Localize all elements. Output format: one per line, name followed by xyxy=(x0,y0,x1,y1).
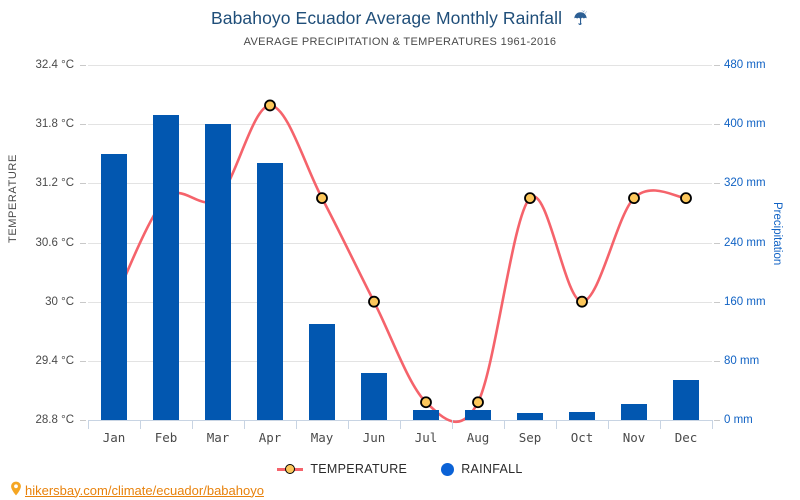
right-axis-title: Precipitation xyxy=(771,202,783,266)
left-axis-tick xyxy=(80,420,86,421)
x-axis-label: Aug xyxy=(466,430,490,445)
rainfall-bar[interactable] xyxy=(361,373,387,420)
left-axis-tick-label: 31.2 °C xyxy=(35,177,74,189)
legend-label-temperature: TEMPERATURE xyxy=(310,462,408,476)
right-axis-tick xyxy=(714,243,720,244)
rainfall-bar[interactable] xyxy=(465,410,491,420)
umbrella-rain-icon xyxy=(572,10,589,32)
left-axis-tick-label: 30.6 °C xyxy=(35,237,74,249)
gridline xyxy=(88,361,712,362)
rainfall-bar[interactable] xyxy=(621,404,647,420)
page-title: Babahoyo Ecuador Average Monthly Rainfal… xyxy=(0,8,800,32)
map-pin-icon xyxy=(10,481,22,499)
plot-area xyxy=(88,65,712,421)
left-axis-tick xyxy=(80,65,86,66)
x-axis-tick xyxy=(504,420,505,429)
rainfall-bar[interactable] xyxy=(413,410,439,420)
left-axis-tick-label: 32.4 °C xyxy=(35,59,74,71)
right-axis-tick-label: 480 mm xyxy=(724,59,766,71)
x-axis-label: Feb xyxy=(154,430,178,445)
x-axis-label: Sep xyxy=(518,430,542,445)
right-axis-tick-label: 400 mm xyxy=(724,118,766,130)
x-axis-label: Jul xyxy=(414,430,438,445)
rainfall-bar[interactable] xyxy=(101,154,127,420)
x-axis-tick xyxy=(244,420,245,429)
chart-legend: TEMPERATURE RAINFALL xyxy=(0,462,800,476)
x-axis-tick xyxy=(348,420,349,429)
left-axis-title: TEMPERATURE xyxy=(7,154,19,243)
right-axis-tick xyxy=(714,183,720,184)
left-axis-tick-label: 31.8 °C xyxy=(35,118,74,130)
x-axis-tick xyxy=(296,420,297,429)
right-axis-tick-label: 80 mm xyxy=(724,355,760,367)
x-axis-tick xyxy=(400,420,401,429)
x-axis-tick xyxy=(88,420,89,429)
left-axis-tick-label: 29.4 °C xyxy=(35,355,74,367)
x-axis-tick xyxy=(660,420,661,429)
rainfall-bar[interactable] xyxy=(309,324,335,420)
x-axis-tick xyxy=(140,420,141,429)
rainfall-bar[interactable] xyxy=(205,124,231,420)
left-axis-tick xyxy=(80,124,86,125)
x-axis-tick xyxy=(608,420,609,429)
right-axis-tick xyxy=(714,302,720,303)
x-axis-label: Apr xyxy=(258,430,282,445)
x-axis-label: Oct xyxy=(570,430,594,445)
chart-subtitle: AVERAGE PRECIPITATION & TEMPERATURES 196… xyxy=(243,36,557,48)
gridline xyxy=(88,183,712,184)
rainfall-bar[interactable] xyxy=(517,413,543,420)
rainfall-marker-icon xyxy=(441,462,455,476)
x-axis-label: Dec xyxy=(674,430,698,445)
gridline xyxy=(88,124,712,125)
source-url-text: hikersbay.com/climate/ecuador/babahoyo xyxy=(25,482,264,498)
rainfall-bar[interactable] xyxy=(673,380,699,420)
left-axis-tick xyxy=(80,302,86,303)
left-axis-tick-label: 28.8 °C xyxy=(35,414,74,426)
right-axis-tick-label: 0 mm xyxy=(724,414,753,426)
left-axis-tick-label: 30 °C xyxy=(45,296,74,308)
legend-item-rainfall[interactable]: RAINFALL xyxy=(441,462,522,476)
x-axis-tick xyxy=(192,420,193,429)
rainfall-bar[interactable] xyxy=(153,115,179,420)
rainfall-bar[interactable] xyxy=(569,412,595,420)
gridline xyxy=(88,65,712,66)
left-axis-tick xyxy=(80,361,86,362)
left-axis-tick xyxy=(80,243,86,244)
x-axis-label: Jun xyxy=(362,430,386,445)
right-axis-tick xyxy=(714,65,720,66)
gridline xyxy=(88,243,712,244)
right-axis-tick-label: 160 mm xyxy=(724,296,766,308)
x-axis-tick xyxy=(712,420,713,429)
legend-item-temperature[interactable]: TEMPERATURE xyxy=(277,462,407,476)
temperature-marker-icon xyxy=(277,463,304,475)
left-axis-tick xyxy=(80,183,86,184)
x-axis-label: Nov xyxy=(622,430,646,445)
chart-title-text: Babahoyo Ecuador Average Monthly Rainfal… xyxy=(210,8,563,28)
rainfall-bar[interactable] xyxy=(257,163,283,420)
gridline xyxy=(88,302,712,303)
x-axis-label: Jan xyxy=(102,430,126,445)
right-axis-tick xyxy=(714,124,720,125)
x-axis-label: May xyxy=(310,430,334,445)
x-axis-tick xyxy=(452,420,453,429)
right-axis-tick xyxy=(714,420,720,421)
x-axis-tick xyxy=(556,420,557,429)
source-link[interactable]: hikersbay.com/climate/ecuador/babahoyo xyxy=(10,481,264,499)
right-axis-tick-label: 240 mm xyxy=(724,237,766,249)
right-axis-tick xyxy=(714,361,720,362)
legend-label-rainfall: RAINFALL xyxy=(461,462,523,476)
right-axis-tick-label: 320 mm xyxy=(724,177,766,189)
x-axis-label: Mar xyxy=(206,430,230,445)
